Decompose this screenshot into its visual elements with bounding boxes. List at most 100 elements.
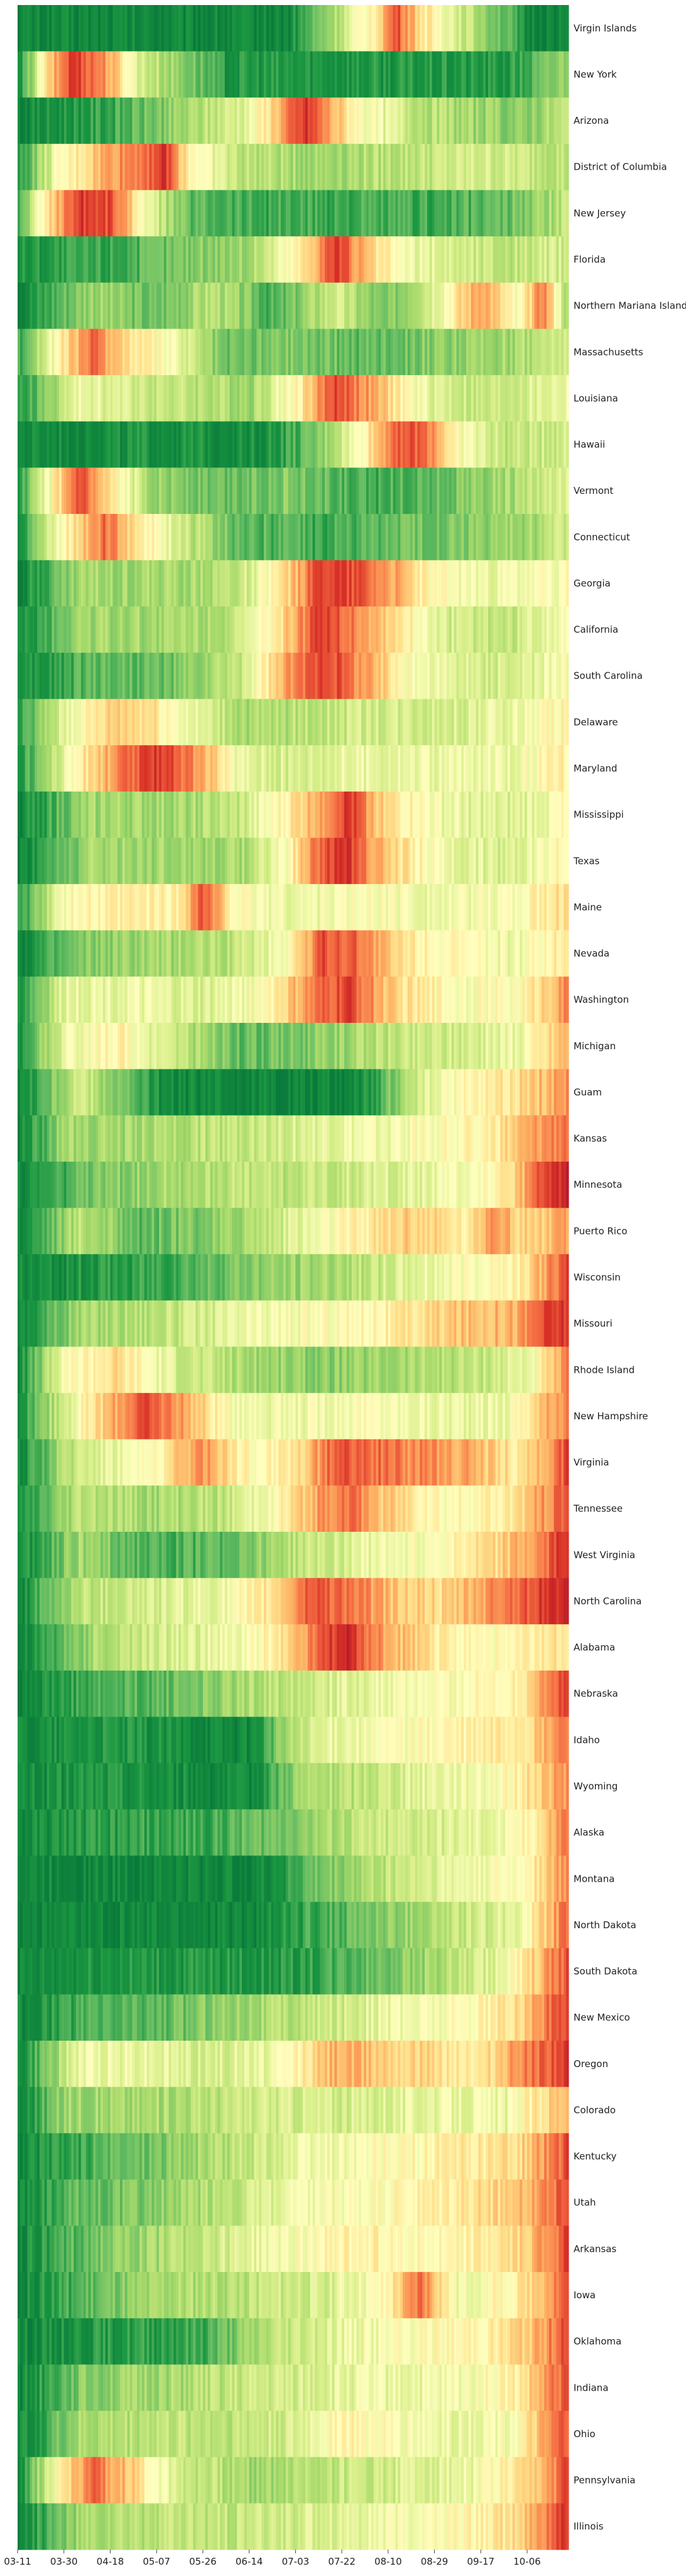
heatmap-cell [564, 421, 567, 468]
heatmap-cell [415, 976, 418, 1023]
heatmap-cell [115, 930, 118, 977]
heatmap-cell [400, 838, 403, 885]
heatmap-cell [456, 5, 459, 52]
heatmap-cell [529, 421, 533, 468]
heatmap-cell [212, 745, 215, 792]
heatmap-cell [276, 329, 279, 376]
heatmap-cell [127, 421, 131, 468]
heatmap-cell [222, 421, 226, 468]
heatmap-cell [481, 329, 484, 376]
heatmap-cell [483, 236, 486, 283]
heatmap-cell [315, 699, 318, 746]
heatmap-cell [432, 884, 435, 931]
heatmap-cell [483, 699, 486, 746]
heatmap-cell [205, 930, 209, 977]
heatmap-cell [473, 143, 477, 191]
heatmap-cell [329, 421, 333, 468]
heatmap-cell [249, 143, 253, 191]
heatmap-cell [263, 606, 267, 653]
heatmap-cell [400, 791, 403, 838]
heatmap-cell [359, 791, 362, 838]
heatmap-cell [509, 97, 513, 145]
heatmap-cell [310, 514, 313, 561]
heatmap-cell [190, 375, 193, 422]
heatmap-cell [351, 467, 355, 515]
heatmap-cell [19, 699, 23, 746]
heatmap-cell [181, 976, 184, 1023]
heatmap-cell [378, 51, 381, 98]
heatmap-cell [256, 606, 259, 653]
heatmap-cell [232, 421, 235, 468]
heatmap-cell [100, 329, 104, 376]
heatmap-cell [205, 375, 209, 422]
heatmap-cell [188, 143, 192, 191]
heatmap-cell [288, 329, 291, 376]
heatmap-cell [478, 329, 481, 376]
heatmap-cell [117, 190, 121, 237]
heatmap-cell [376, 421, 379, 468]
heatmap-cell [351, 236, 355, 283]
heatmap-cell [303, 930, 306, 977]
heatmap-cell [263, 791, 267, 838]
heatmap-cell [371, 329, 374, 376]
heatmap-cell [310, 930, 313, 977]
heatmap-cell [161, 282, 165, 329]
heatmap-cell [237, 51, 240, 98]
heatmap-cell [49, 51, 52, 98]
heatmap-cell [300, 190, 303, 237]
heatmap-cell [161, 467, 165, 515]
heatmap-cell [127, 745, 131, 792]
heatmap-cell [503, 421, 506, 468]
heatmap-cell [290, 329, 294, 376]
heatmap-cell [176, 791, 179, 838]
heatmap-cell [119, 236, 123, 283]
heatmap-cell [57, 329, 60, 376]
heatmap-cell [46, 791, 50, 838]
heatmap-cell [334, 236, 337, 283]
heatmap-cell [115, 745, 118, 792]
heatmap-cell [385, 329, 389, 376]
heatmap-cell [54, 467, 57, 515]
heatmap-cell [181, 97, 184, 145]
heatmap-cell [249, 97, 253, 145]
heatmap-cell [322, 699, 325, 746]
heatmap-cell [385, 375, 389, 422]
heatmap-cell [168, 745, 172, 792]
heatmap-cell [124, 329, 128, 376]
heatmap-cell [439, 976, 442, 1023]
heatmap-cell [268, 745, 272, 792]
heatmap-cell [107, 329, 111, 376]
heatmap-cell [61, 930, 65, 977]
heatmap-cell [446, 97, 450, 145]
heatmap-cell [185, 606, 189, 653]
heatmap-cell [139, 514, 143, 561]
heatmap-cell [188, 930, 192, 977]
heatmap-cell [290, 930, 294, 977]
heatmap-cell [80, 375, 84, 422]
heatmap-cell [159, 282, 162, 329]
heatmap-cell [22, 745, 26, 792]
heatmap-cell [181, 143, 184, 191]
heatmap-cell [193, 143, 196, 191]
heatmap-cell [254, 190, 257, 237]
heatmap-cell [503, 236, 506, 283]
heatmap-cell [188, 699, 192, 746]
heatmap-cell [298, 745, 301, 792]
heatmap-cell [346, 51, 350, 98]
heatmap-cell [315, 838, 318, 885]
heatmap-cell [322, 560, 325, 607]
heatmap-cell [329, 838, 333, 885]
heatmap-cell [434, 884, 438, 931]
heatmap-cell [425, 699, 428, 746]
heatmap-cell [105, 560, 109, 607]
heatmap-cell [268, 699, 272, 746]
heatmap-cell [327, 791, 330, 838]
heatmap-cell [307, 467, 311, 515]
heatmap-cell [405, 51, 408, 98]
heatmap-cell [119, 838, 123, 885]
heatmap-cell [466, 329, 469, 376]
heatmap-cell [354, 329, 357, 376]
heatmap-cell [536, 236, 540, 283]
heatmap-cell [281, 930, 284, 977]
heatmap-cell [139, 699, 143, 746]
